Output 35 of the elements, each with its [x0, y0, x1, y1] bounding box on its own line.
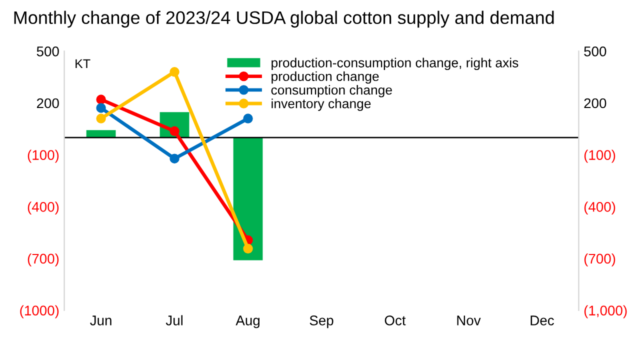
- point: [243, 114, 253, 124]
- y-axis-title: KT: [76, 59, 90, 68]
- point: [170, 154, 180, 164]
- bar: [86, 130, 116, 138]
- x-tick-label: Jun: [90, 316, 112, 326]
- x-tick-label: Dec: [530, 316, 554, 326]
- legend-label: consumption change: [271, 84, 392, 98]
- point: [96, 94, 106, 104]
- point: [96, 103, 106, 113]
- y-tick-label: (700): [28, 253, 59, 266]
- x-tick-label: Sep: [310, 316, 334, 328]
- x-tick-label: Nov: [457, 316, 481, 326]
- point: [243, 244, 253, 254]
- bar: [233, 138, 263, 260]
- chart-title: Monthly change of 2023/24 USDA global cotton supply and demand: [14, 10, 554, 28]
- point: [96, 114, 106, 124]
- y2-tick-label: (1,000): [584, 305, 627, 318]
- legend-label: production-consumption change, right axis: [272, 58, 518, 70]
- y2-tick-label: 500: [584, 46, 606, 56]
- y2-tick-label: (100): [584, 150, 616, 163]
- y-tick-label: (400): [28, 202, 59, 215]
- y2-tick-label: (400): [584, 202, 616, 215]
- y2-tick-label: (700): [584, 253, 616, 266]
- y-tick-label: (1000): [20, 305, 59, 318]
- y-tick-label: (100): [28, 150, 59, 163]
- point: [170, 67, 180, 77]
- y-tick-label: 200: [36, 98, 59, 108]
- legend-label: production change: [272, 71, 379, 84]
- x-tick-label: Aug: [236, 316, 260, 328]
- y-tick-label: 500: [36, 46, 59, 56]
- point: [170, 126, 180, 136]
- x-tick-label: Oct: [384, 316, 406, 326]
- legend-label: inventory change: [272, 98, 371, 111]
- x-tick-label: Jul: [166, 315, 182, 326]
- y2-tick-label: 200: [584, 98, 606, 108]
